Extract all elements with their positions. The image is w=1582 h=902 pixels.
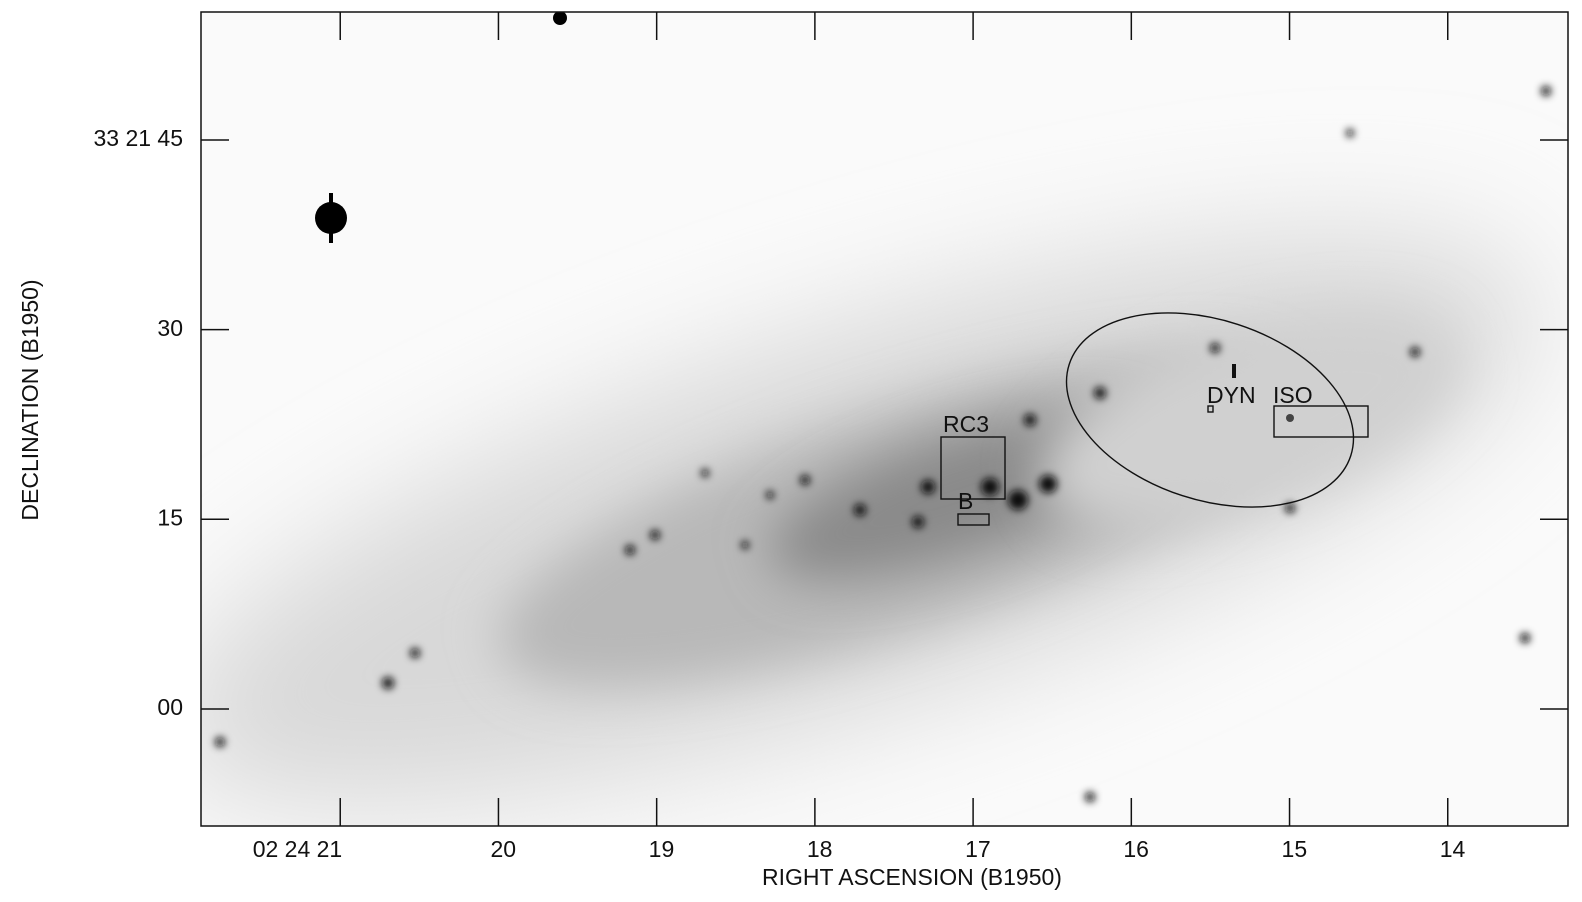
annotation: DYN <box>1207 382 1256 408</box>
annotation: B <box>958 488 973 514</box>
y-tick-label: 00 <box>157 694 183 720</box>
annotation: ISO <box>1273 382 1313 408</box>
x-tick-label: 17 <box>965 836 991 862</box>
region-ellipse <box>1065 312 1355 508</box>
x-tick-label: 15 <box>1282 836 1308 862</box>
overlay-regions <box>940 312 1369 526</box>
region-box <box>957 513 990 526</box>
x-tick-label: 02 24 21 <box>253 836 343 862</box>
y-tick-label: 33 21 45 <box>93 125 183 151</box>
y-tick-label: 15 <box>157 504 183 530</box>
x-tick-label: 19 <box>649 836 675 862</box>
x-tick-label: 20 <box>490 836 516 862</box>
x-tick-label: 18 <box>807 836 833 862</box>
sky-image <box>201 12 1568 826</box>
marker <box>1232 364 1236 378</box>
region-box <box>1207 405 1214 413</box>
annotation: RC3 <box>943 411 989 437</box>
region-box <box>940 436 1006 500</box>
region-box <box>1273 405 1369 438</box>
y-axis-label: DECLINATION (B1950) <box>17 279 43 520</box>
x-tick-label: 14 <box>1440 836 1466 862</box>
plot-frame <box>200 11 1569 827</box>
y-tick-label: 30 <box>157 315 183 341</box>
x-tick-label: 16 <box>1123 836 1149 862</box>
x-axis-label: RIGHT ASCENSION (B1950) <box>762 864 1062 890</box>
